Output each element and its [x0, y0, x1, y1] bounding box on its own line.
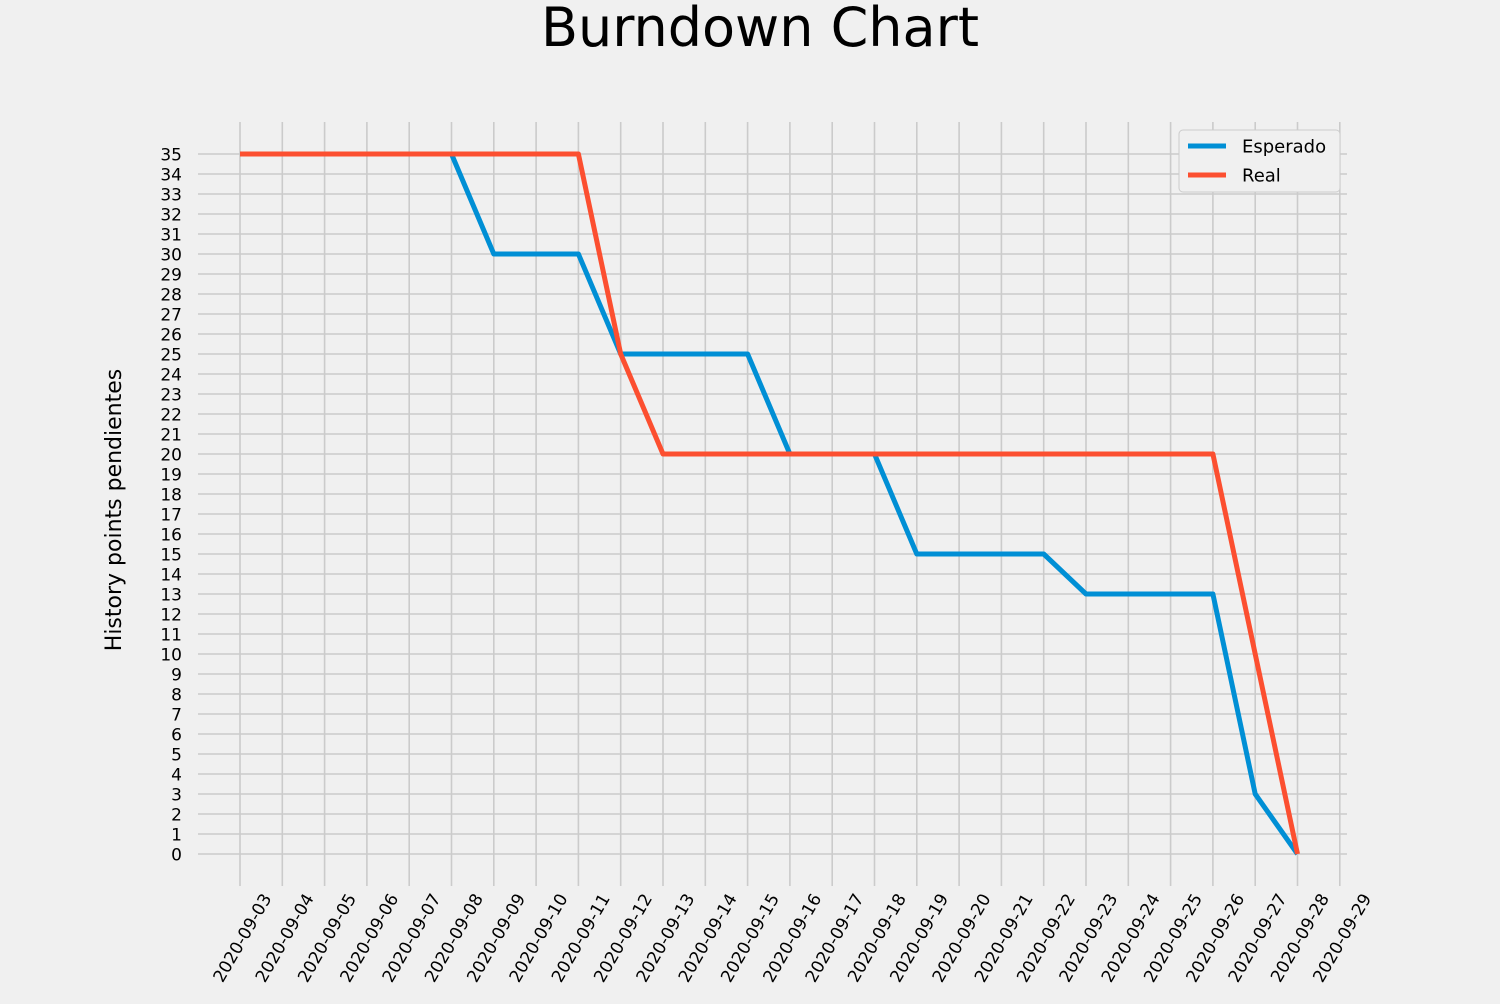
- y-tick-label: 5: [171, 746, 182, 766]
- chart-title: Burndown Chart: [541, 0, 979, 59]
- y-tick-label: 24: [160, 366, 182, 386]
- y-tick-label: 25: [160, 346, 182, 366]
- y-tick-label: 33: [160, 186, 182, 206]
- y-tick-label: 4: [171, 766, 182, 786]
- x-tick-labels: 2020-09-032020-09-042020-09-052020-09-06…: [210, 891, 1377, 987]
- y-axis-label: History points pendientes: [102, 369, 127, 651]
- legend-label-real: Real: [1242, 166, 1281, 187]
- y-tick-label: 27: [160, 306, 182, 326]
- y-tick-label: 2: [171, 806, 182, 826]
- series-lines: [240, 151, 1300, 856]
- y-tick-label: 30: [160, 246, 182, 266]
- series-line-real: [240, 151, 1300, 855]
- y-tick-label: 14: [160, 566, 182, 586]
- grid-lines: [198, 122, 1347, 886]
- y-tick-label: 35: [160, 146, 182, 166]
- legend-label-esperado: Esperado: [1242, 137, 1326, 158]
- y-tick-label: 0: [171, 846, 182, 866]
- legend: Esperado Real: [1178, 129, 1341, 193]
- y-tick-label: 32: [160, 206, 182, 226]
- y-tick-label: 22: [160, 406, 182, 426]
- y-tick-label: 10: [160, 646, 182, 666]
- y-tick-label: 11: [160, 626, 182, 646]
- y-tick-label: 29: [160, 266, 182, 286]
- y-tick-label: 3: [171, 786, 182, 806]
- y-tick-label: 34: [160, 166, 182, 186]
- y-tick-label: 31: [160, 226, 182, 246]
- y-tick-label: 23: [160, 386, 182, 406]
- y-tick-label: 19: [160, 466, 182, 486]
- y-tick-label: 16: [160, 526, 182, 546]
- y-tick-label: 15: [160, 546, 182, 566]
- y-tick-label: 1: [171, 826, 182, 846]
- y-tick-label: 20: [160, 446, 182, 466]
- y-tick-labels: 0123456789101112131415161718192021222324…: [160, 146, 182, 866]
- y-tick-label: 12: [160, 606, 182, 626]
- y-tick-label: 28: [160, 286, 182, 306]
- y-tick-label: 21: [160, 426, 182, 446]
- y-tick-label: 8: [171, 686, 182, 706]
- y-tick-label: 13: [160, 586, 182, 606]
- y-tick-label: 9: [171, 666, 182, 686]
- y-tick-label: 7: [171, 706, 182, 726]
- y-tick-label: 17: [160, 506, 182, 526]
- series-line-esperado: [240, 151, 1300, 856]
- y-tick-label: 26: [160, 326, 182, 346]
- y-tick-label: 6: [171, 726, 182, 746]
- y-tick-label: 18: [160, 486, 182, 506]
